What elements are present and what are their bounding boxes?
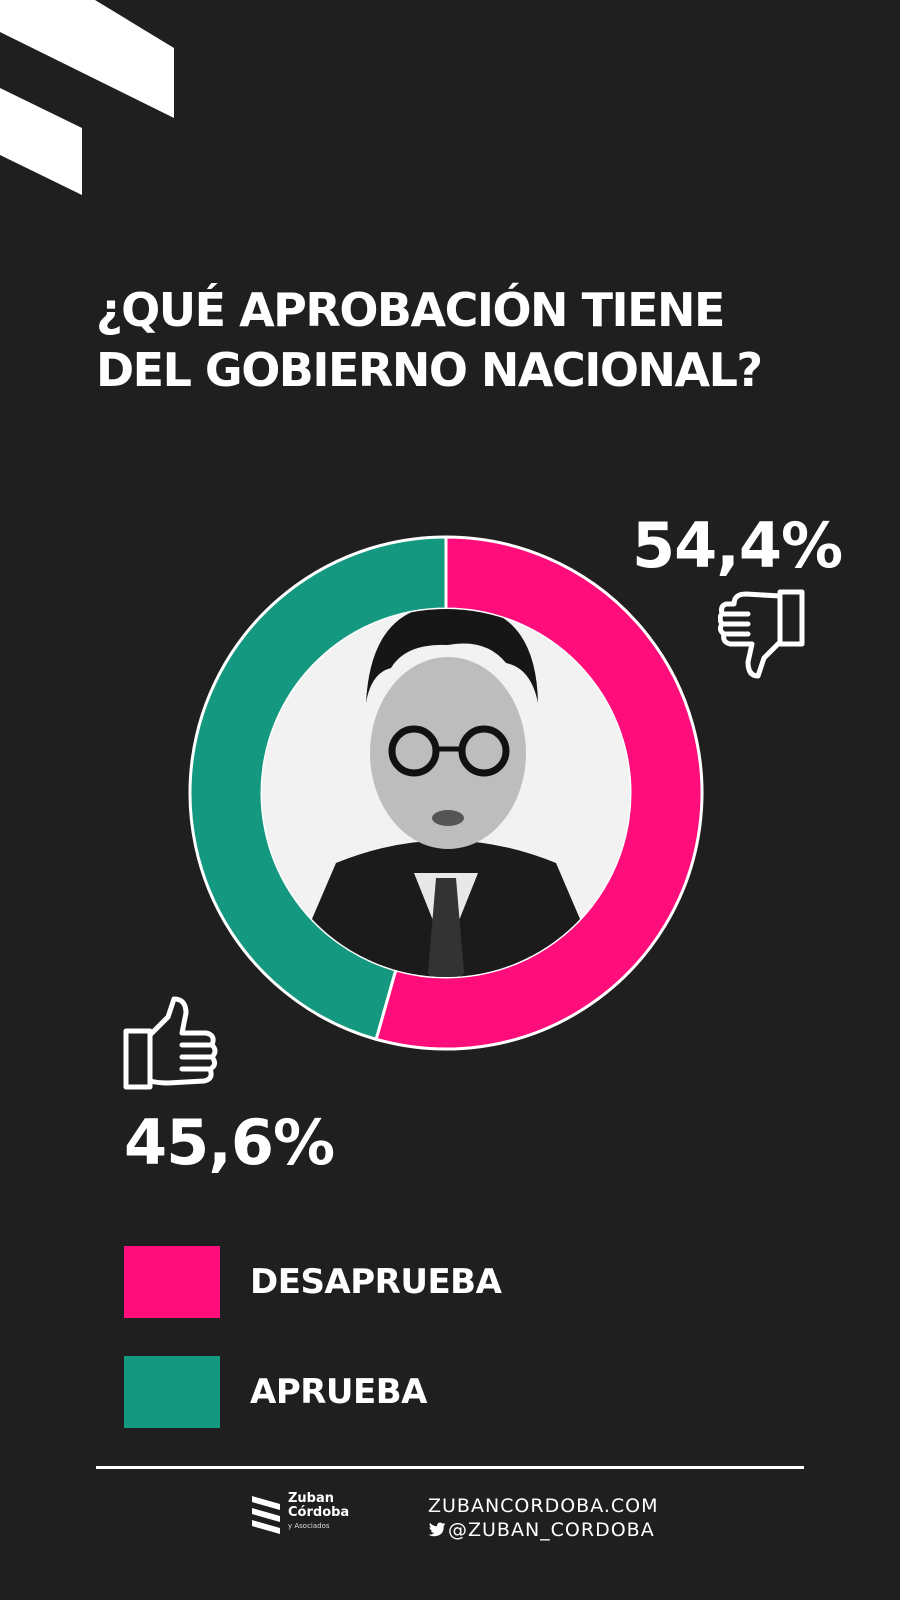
legend-swatch-desaprueba	[124, 1246, 220, 1318]
thumbs-up-icon	[123, 996, 218, 1090]
donut-chart	[188, 535, 704, 1051]
legend-item-aprueba: APRUEBA	[124, 1356, 724, 1428]
corner-logo	[0, 0, 174, 195]
twitter-handle-text: @ZUBAN_CORDOBA	[448, 1519, 655, 1541]
aprueba-percentage: 45,6%	[124, 1106, 335, 1179]
footer-contact: ZUBANCORDOBA.COM @ZUBAN_CORDOBA	[428, 1494, 659, 1542]
thumbs-down-icon	[718, 589, 805, 679]
footer-brand-logo: Zuban Córdoba y Asociados	[250, 1490, 370, 1542]
legend-swatch-aprueba	[124, 1356, 220, 1428]
legend-label-desaprueba: DESAPRUEBA	[250, 1262, 502, 1302]
twitter-handle[interactable]: @ZUBAN_CORDOBA	[428, 1518, 659, 1542]
website-link[interactable]: ZUBANCORDOBA.COM	[428, 1495, 659, 1517]
brand-subtitle: y Asociados	[288, 1522, 330, 1530]
twitter-bird-icon	[428, 1522, 446, 1537]
title-line-2: DEL GOBIERNO NACIONAL?	[96, 343, 763, 397]
title-line-1: ¿QUÉ APROBACIÓN TIENE	[96, 283, 725, 337]
legend-item-desaprueba: DESAPRUEBA	[124, 1246, 724, 1318]
legend-label-aprueba: APRUEBA	[250, 1372, 427, 1412]
brand-mark-icon	[252, 1496, 280, 1534]
desaprueba-percentage: 54,4%	[632, 509, 843, 582]
footer-divider	[96, 1466, 804, 1469]
page-title: ¿QUÉ APROBACIÓN TIENE DEL GOBIERNO NACIO…	[96, 280, 856, 400]
brand-name: Zuban Córdoba	[288, 1491, 350, 1520]
